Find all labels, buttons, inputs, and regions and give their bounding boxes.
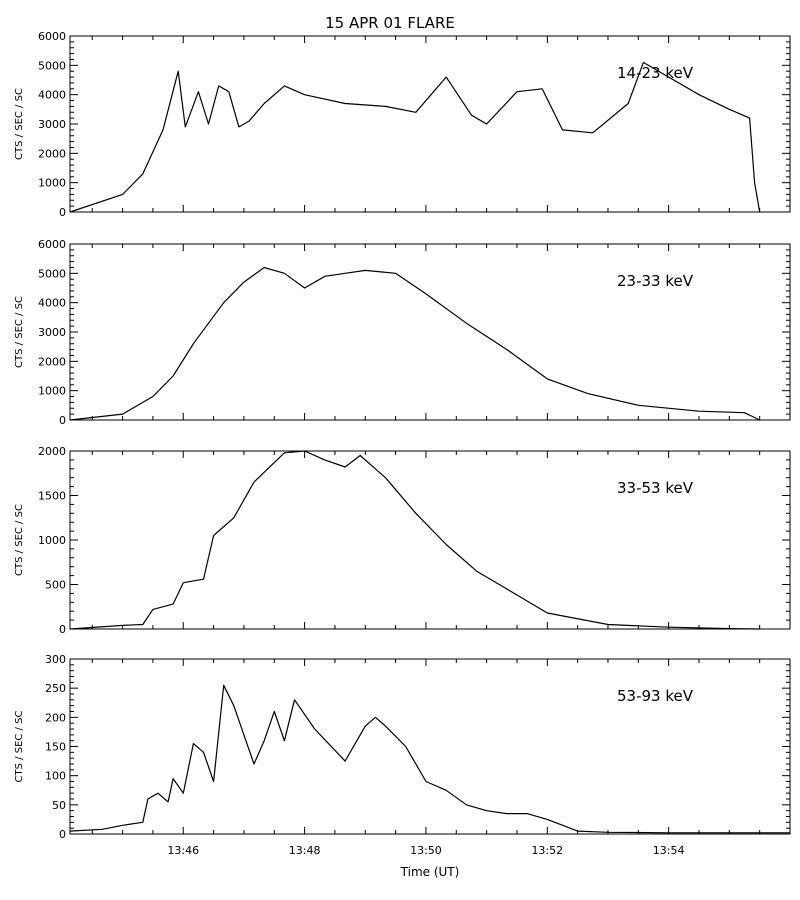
x-axis-label: Time (UT) (400, 865, 460, 879)
y-tick-label: 1000 (38, 177, 66, 190)
y-tick-label: 1000 (38, 534, 66, 547)
y-tick-label: 4000 (38, 89, 66, 102)
x-tick-label: 13:54 (653, 844, 685, 857)
plot-frame (69, 243, 791, 421)
energy-band-label: 53-93 keV (617, 687, 694, 705)
series-line (69, 266, 760, 421)
y-tick-label: 4000 (38, 297, 66, 310)
x-tick-labels: 13:46 13:48 13:50 13:52 13:54 (167, 844, 684, 857)
y-axis-label: CTS / SEC / SC (14, 88, 25, 160)
y-tick-label: 5000 (38, 59, 66, 72)
chart-title: 15 APR 01 FLARE (325, 14, 455, 32)
x-tick-label: 13:48 (289, 844, 321, 857)
plot-frame (69, 450, 791, 630)
y-tick-label: 50 (52, 799, 66, 812)
y-tick-label: 3000 (38, 326, 66, 339)
y-tick-label: 6000 (38, 238, 66, 251)
x-tick-label: 13:46 (167, 844, 199, 857)
y-tick-label: 0 (59, 828, 66, 841)
panel-2: 0 1000 2000 3000 4000 5000 6000 CTS / SEC / SC 2… (14, 238, 791, 427)
y-tick-label: 0 (59, 623, 66, 636)
y-axis-label: CTS / SEC / SC (14, 504, 25, 576)
y-tick-label: 1500 (38, 490, 66, 503)
plot-frame (69, 35, 791, 213)
y-tick-label: 6000 (38, 30, 66, 43)
y-tick-label: 150 (45, 741, 66, 754)
y-tick-label: 0 (59, 414, 66, 427)
panel-3: 0 500 1000 1500 2000 CTS / SEC / SC 33-53 keV (14, 445, 791, 636)
y-tick-label: 2000 (38, 355, 66, 368)
y-axis-label: CTS / SEC / SC (14, 296, 25, 368)
series-line (69, 61, 761, 213)
y-tick-label: 5000 (38, 267, 66, 280)
y-tick-label: 3000 (38, 118, 66, 131)
energy-band-label: 23-33 keV (617, 272, 694, 290)
y-tick-label: 2000 (38, 147, 66, 160)
panel-1: 0 1000 2000 3000 4000 5000 6000 CTS / SEC / SC 1… (14, 30, 791, 219)
y-tick-label: 1000 (38, 385, 66, 398)
series-line (69, 450, 760, 630)
energy-band-label: 14-23 keV (617, 64, 694, 82)
energy-band-label: 33-53 keV (617, 479, 694, 497)
panel-4: 0 50 100 150 200 250 300 CTS / SEC / SC 53-93 ke… (14, 653, 791, 841)
y-tick-label: 2000 (38, 445, 66, 458)
x-tick-label: 13:52 (531, 844, 563, 857)
x-tick-label: 13:50 (410, 844, 442, 857)
y-tick-label: 0 (59, 206, 66, 219)
y-axis-label: CTS / SEC / SC (14, 711, 25, 783)
y-tick-label: 250 (45, 682, 66, 695)
y-tick-label: 500 (45, 579, 66, 592)
series-line (69, 684, 790, 834)
y-tick-label: 300 (45, 653, 66, 666)
y-tick-label: 100 (45, 770, 66, 783)
y-tick-label: 200 (45, 711, 66, 724)
plot-frame (69, 658, 791, 835)
